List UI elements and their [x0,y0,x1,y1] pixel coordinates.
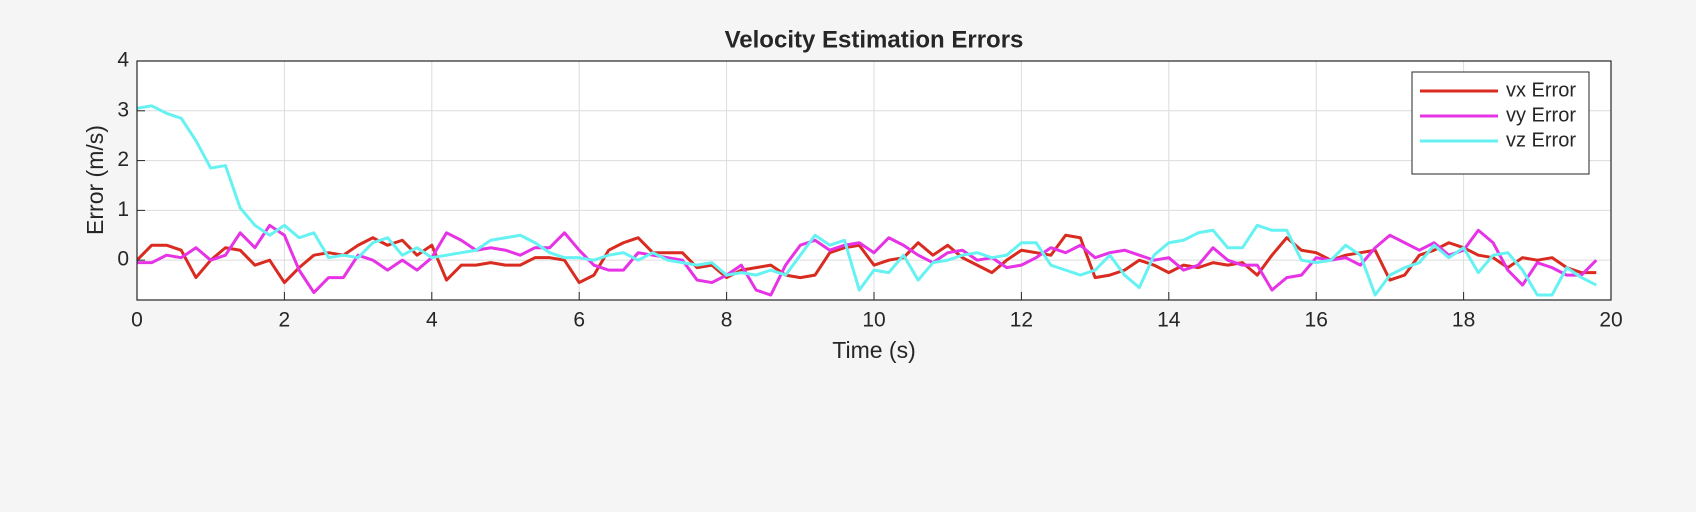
x-tick-label: 12 [1010,309,1033,332]
x-tick-label: 10 [862,309,885,332]
legend-box [1411,71,1590,175]
y-axis-label: Error (m/s) [82,125,108,235]
x-tick-label: 14 [1157,309,1181,332]
y-tick-label: 4 [117,49,129,72]
y-tick-label: 2 [117,148,129,171]
x-tick-label: 6 [573,309,585,332]
x-axis-label: Time (s) [832,337,915,363]
y-tick-label: 0 [117,248,129,271]
x-tick-label: 4 [426,309,438,332]
series-line [137,223,1598,297]
x-tick-label: 16 [1305,309,1328,332]
x-tick-label: 8 [721,309,733,332]
chart-title: Velocity Estimation Errors [725,26,1024,53]
x-tick-label: 18 [1452,309,1475,332]
x-tick-label: 20 [1599,309,1622,332]
y-tick-label: 3 [117,98,129,121]
y-tick-label: 1 [117,198,129,221]
legend-label: vz Error [1506,129,1576,151]
x-tick-label: 0 [131,309,143,332]
legend-label: vy Error [1506,104,1576,126]
series-line [137,104,1597,297]
legend-label: vx Error [1506,79,1576,101]
x-tick-label: 2 [279,309,291,332]
